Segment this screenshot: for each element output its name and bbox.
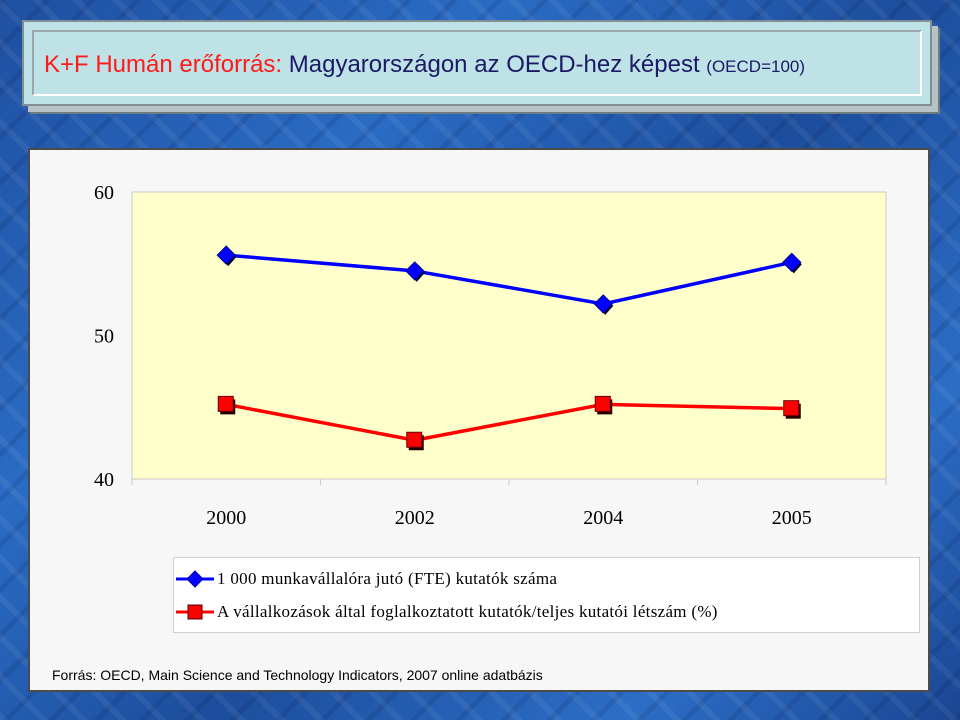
source-note: Forrás: OECD, Main Science and Technolog… [52, 667, 543, 683]
x-tick-label: 2004 [583, 507, 623, 529]
legend-item-series-2: A vállalkozások által foglalkoztatott ku… [174, 601, 914, 627]
page-title: K+F Humán erőforrás: Magyarországon az O… [44, 51, 805, 79]
chart-legend: 1 000 munkavállalóra jutó (FTE) kutatók … [173, 557, 920, 633]
chart-panel: 40 50 60 2000 2002 2004 2005 1 000 munkavállal… [28, 148, 930, 692]
data-point [216, 245, 236, 265]
title-part-2: Magyarországon az OECD-hez képest [288, 51, 700, 78]
data-point [593, 294, 613, 314]
data-point [405, 261, 425, 281]
y-tick-label: 60 [94, 182, 114, 204]
series-line-1 [226, 253, 793, 306]
legend-marker-series-1 [176, 570, 214, 588]
y-tick-label: 50 [94, 326, 114, 348]
data-point [594, 395, 611, 412]
data-point [406, 431, 423, 448]
data-point [782, 252, 802, 273]
line-chart: 40 50 60 2000 2002 2004 2005 [94, 182, 887, 529]
x-tick-label: 2000 [206, 507, 246, 529]
title-banner-bevel [32, 30, 922, 96]
legend-label-series-1: 1 000 munkavállalóra jutó (FTE) kutatók … [217, 569, 558, 588]
legend-marker-series-2 [176, 604, 214, 620]
series-line-2 [225, 402, 792, 443]
title-banner: K+F Humán erőforrás: Magyarországon az O… [22, 20, 932, 106]
plot-area [131, 191, 887, 480]
legend-label-series-2: A vállalkozások által foglalkoztatott ku… [217, 602, 718, 621]
data-point [783, 400, 800, 417]
y-tick-label: 40 [94, 469, 114, 491]
title-part-3: (OECD=100) [706, 57, 806, 76]
x-tick-label: 2002 [395, 507, 435, 529]
legend-item-series-1: 1 000 munkavállalóra jutó (FTE) kutatók … [174, 568, 914, 594]
title-part-1: K+F Humán erőforrás: [44, 51, 283, 78]
data-point [217, 395, 234, 412]
x-tick-label: 2005 [772, 507, 812, 529]
